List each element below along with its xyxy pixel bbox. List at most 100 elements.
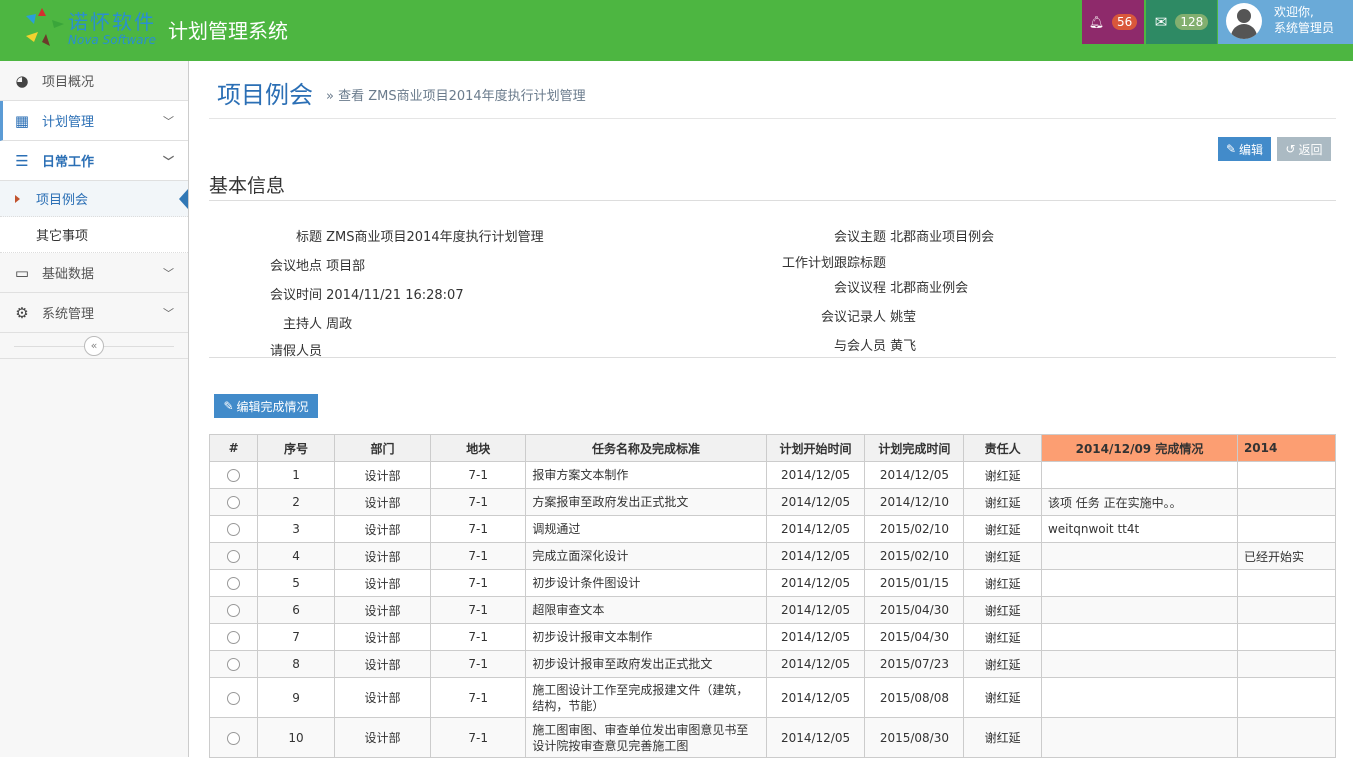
table-cell: 谢红延 [963,569,1042,597]
info-field: 会议议程 北郡商业例会 [833,281,969,296]
row-select-radio[interactable] [209,650,259,678]
sidebar-item-overview[interactable]: ◕ 项目概况 [0,61,188,101]
sidebar-item-plan[interactable]: ▦ 计划管理 ﹀ [0,101,188,141]
back-button[interactable]: ↺ 返回 [1277,137,1331,161]
table-cell: 设计部 [333,461,432,489]
table-row[interactable]: 4 设计部 7-1 完成立面深化设计 2014/12/05 2015/02/10 谢红延 已经… [209,542,1336,570]
messages-button[interactable]: ✉ 128 [1146,0,1217,44]
table-cell: weitqnwoit tt4t [1040,515,1238,543]
table-cell: 完成立面深化设计 [525,542,767,570]
table-cell [1236,488,1336,516]
table-cell [1040,623,1238,651]
table-row[interactable]: 2 设计部 7-1 方案报审至政府发出正式批文 2014/12/05 2014/12/10… [209,488,1336,516]
monitor-icon: ▭ [14,263,30,282]
column-header: 2014 [1236,434,1336,462]
table-cell: 2014/12/05 [765,461,866,489]
info-field: 工作计划跟踪标题 [781,256,886,271]
sidebar-sub-meeting[interactable]: 项目例会 [0,181,188,217]
table-cell: 2015/08/08 [864,677,965,718]
table-row[interactable]: 1 设计部 7-1 报审方案文本制作 2014/12/05 2014/12/05 谢红延 [209,461,1336,489]
row-select-radio[interactable] [209,488,259,516]
table-row[interactable]: 6 设计部 7-1 超限审查文本 2014/12/05 2015/04/30 谢红延 [209,596,1336,624]
table-cell: 2 [257,488,335,516]
chevron-down-icon: ﹀ [163,155,174,168]
table-row[interactable]: 5 设计部 7-1 初步设计条件图设计 2014/12/05 2015/01/15 谢红延 [209,569,1336,597]
table-row[interactable]: 7 设计部 7-1 初步设计报审文本制作 2014/12/05 2015/04/30 谢红延 [209,623,1336,651]
table-cell: 调规通过 [525,515,767,543]
dashboard-icon: ◕ [15,71,29,90]
edit-completion-button[interactable]: ✎ 编辑完成情况 [214,394,318,418]
edit-button[interactable]: ✎ 编辑 [1218,137,1271,161]
sidebar-item-system[interactable]: ⚙ 系统管理 ﹀ [0,293,188,333]
table-cell: 5 [257,569,335,597]
table-cell: 设计部 [333,542,432,570]
table-cell: 2015/07/23 [864,650,965,678]
user-menu[interactable]: 欢迎你, 系统管理员 [1218,0,1353,44]
row-select-radio[interactable] [209,596,259,624]
row-select-radio[interactable] [209,461,259,489]
page-title: 项目例会 [217,81,313,109]
table-cell: 2014/12/05 [864,461,965,489]
info-field: 与会人员 黄飞 [833,339,917,354]
row-select-radio[interactable] [209,542,259,570]
table-cell: 7-1 [430,677,527,718]
table-cell: 2015/04/30 [864,623,965,651]
table-cell [1040,461,1238,489]
avatar [1226,3,1262,39]
table-cell: 7-1 [430,569,527,597]
table-cell: 1 [257,461,335,489]
message-count: 128 [1175,14,1209,30]
table-cell: 设计部 [333,650,432,678]
table-cell: 谢红延 [963,461,1042,489]
table-cell [1236,677,1336,718]
sidebar: ◕ 项目概况 ▦ 计划管理 ﹀ ☰ 日常工作 ﹀ 项目例会 其它事项 ▭ 基础数据 ﹀ ⚙ 系统… [0,61,189,757]
list-icon: ☰ [15,151,29,170]
table-cell [1040,677,1238,718]
sidebar-item-daily[interactable]: ☰ 日常工作 ﹀ [0,141,188,181]
section-title: 基本信息 [209,175,286,197]
table-cell: 7-1 [430,461,527,489]
table-cell [1236,461,1336,489]
envelope-icon: ✉ [1154,13,1168,31]
table-cell: 7-1 [430,650,527,678]
table-cell [1236,596,1336,624]
table-row[interactable]: 3 设计部 7-1 调规通过 2014/12/05 2015/02/10 谢红延 weitqn… [209,515,1336,543]
table-row[interactable]: 9 设计部 7-1 施工图设计工作至完成报建文件（建筑，结构，节能） 2014/12/0… [209,677,1336,718]
table-cell [1236,569,1336,597]
row-select-radio[interactable] [209,569,259,597]
table-cell [1040,717,1238,758]
row-select-radio[interactable] [209,717,259,758]
table-row[interactable]: 8 设计部 7-1 初步设计报审至政府发出正式批文 2014/12/05 2015/07/… [209,650,1336,678]
row-select-radio[interactable] [209,515,259,543]
table-cell: 设计部 [333,515,432,543]
collapse-sidebar-button[interactable]: « [84,336,104,356]
column-header: # [209,434,259,462]
sidebar-sub-other[interactable]: 其它事项 [0,217,188,253]
gears-icon: ⚙ [15,303,29,322]
table-cell: 初步设计条件图设计 [525,569,767,597]
column-header: 责任人 [963,434,1042,462]
table-cell: 谢红延 [963,623,1042,651]
table-cell: 9 [257,677,335,718]
row-select-radio[interactable] [209,623,259,651]
row-select-radio[interactable] [209,677,259,718]
username: 系统管理员 [1274,21,1335,35]
welcome-text: 欢迎你, [1274,5,1314,19]
table-cell: 初步设计报审至政府发出正式批文 [525,650,767,678]
table-cell [1040,596,1238,624]
table-cell: 2014/12/05 [765,569,866,597]
info-field: 会议地点 项目部 [269,259,366,274]
table-cell: 设计部 [333,596,432,624]
sidebar-item-basedata[interactable]: ▭ 基础数据 ﹀ [0,253,188,293]
table-cell [1040,569,1238,597]
table-cell: 设计部 [333,488,432,516]
table-cell [1236,515,1336,543]
table-row[interactable]: 10 设计部 7-1 施工图审图、审查单位发出审图意见书至设计院按审查意见完善施工图 2… [209,717,1336,758]
table-cell: 2014/12/05 [765,650,866,678]
table-cell: 初步设计报审文本制作 [525,623,767,651]
notifications-button[interactable]: 🔔︎ 56 [1082,0,1144,44]
info-field: 会议主题 北郡商业项目例会 [833,230,995,245]
table-cell: 2014/12/05 [765,542,866,570]
info-field: 标题 ZMS商业项目2014年度执行计划管理 [295,230,544,245]
table-cell: 2014/12/10 [864,488,965,516]
